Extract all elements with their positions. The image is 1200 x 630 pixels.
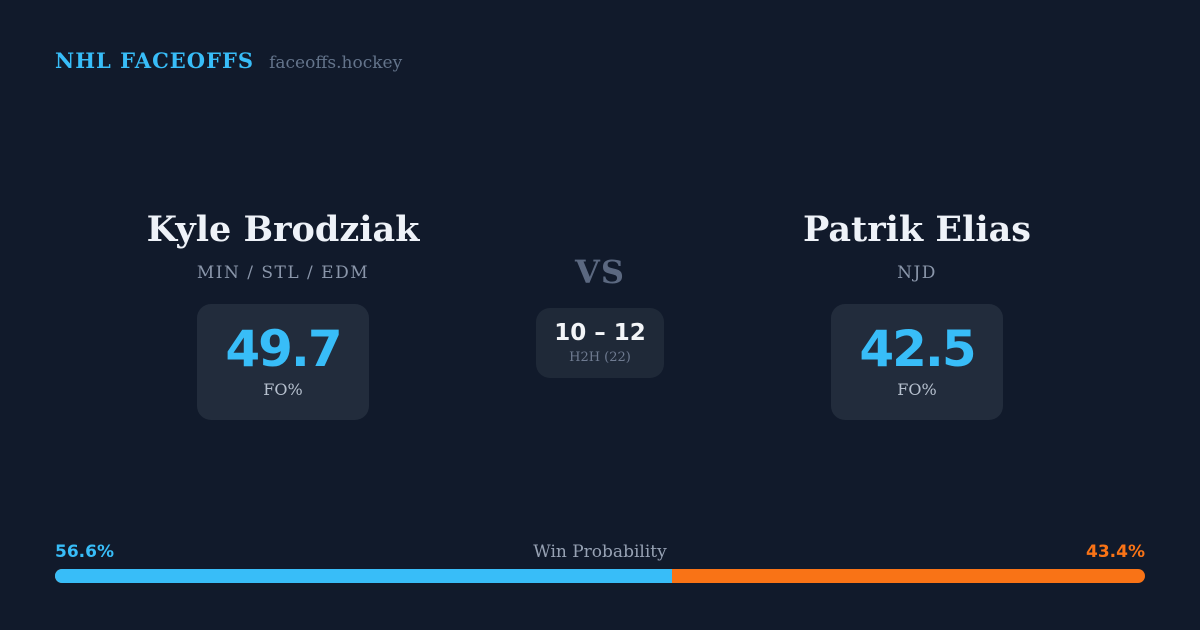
win-probability-left-label: 56.6% bbox=[55, 542, 114, 562]
h2h-score: 10 – 12 bbox=[554, 319, 646, 346]
win-probability-fill-left bbox=[55, 569, 672, 583]
win-probability-labels: 56.6% Win Probability 43.4% bbox=[55, 542, 1145, 562]
h2h-count-label: H2H (22) bbox=[569, 349, 631, 365]
matchup-section: Kyle Brodziak MIN / STL / EDM 49.7 FO% V… bbox=[55, 205, 1145, 421]
player2-stat-card: 42.5 FO% bbox=[831, 304, 1003, 421]
win-probability-title: Win Probability bbox=[533, 542, 667, 562]
player1-fo-value: 49.7 bbox=[225, 319, 342, 378]
header: NHL FACEOFFS faceoffs.hockey bbox=[55, 48, 402, 73]
h2h-card: 10 – 12 H2H (22) bbox=[536, 307, 664, 378]
player1-teams: MIN / STL / EDM bbox=[196, 263, 370, 283]
player1-column: Kyle Brodziak MIN / STL / EDM 49.7 FO% bbox=[55, 205, 511, 421]
player2-fo-value: 42.5 bbox=[859, 319, 976, 378]
player1-name: Kyle Brodziak bbox=[146, 209, 420, 250]
vs-label: VS bbox=[575, 253, 625, 291]
player1-fo-label: FO% bbox=[263, 379, 303, 399]
brand-title: NHL FACEOFFS bbox=[55, 48, 255, 73]
player1-stat-card: 49.7 FO% bbox=[197, 304, 369, 421]
center-column: VS 10 – 12 H2H (22) bbox=[511, 205, 689, 420]
site-url: faceoffs.hockey bbox=[269, 53, 403, 73]
win-probability-right-label: 43.4% bbox=[1086, 542, 1145, 562]
player2-column: Patrik Elias NJD 42.5 FO% bbox=[689, 205, 1145, 421]
player2-teams: NJD bbox=[897, 263, 937, 283]
player2-fo-label: FO% bbox=[897, 379, 937, 399]
win-probability-bar bbox=[55, 569, 1145, 583]
player2-name: Patrik Elias bbox=[802, 209, 1032, 250]
